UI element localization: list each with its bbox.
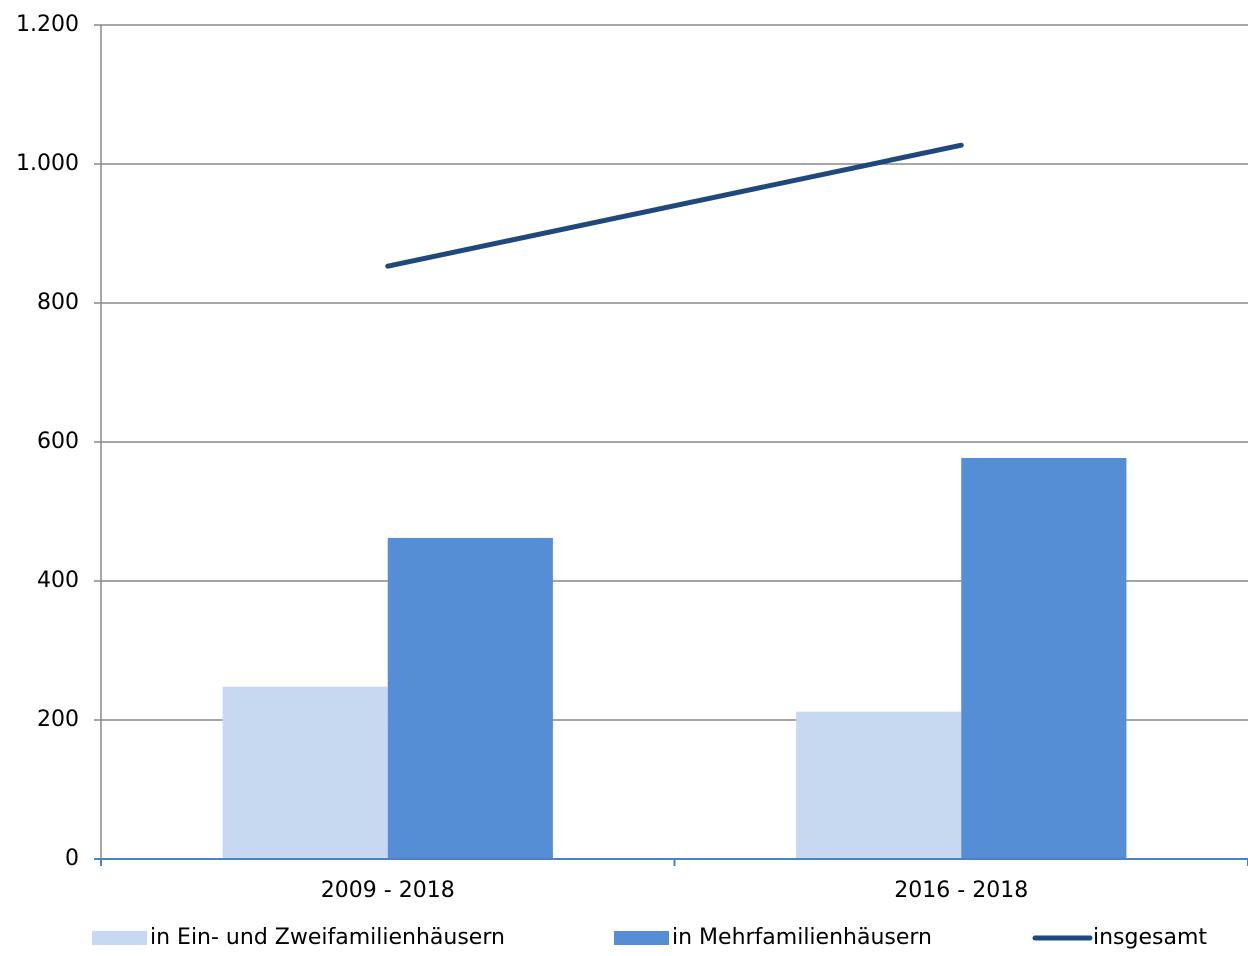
line	[385, 142, 964, 269]
y-tick-label: 600	[37, 429, 79, 454]
bar	[796, 711, 962, 859]
y-tick-label: 200	[37, 707, 79, 732]
y-tick-label: 1.200	[16, 12, 79, 37]
legend-swatch	[614, 931, 669, 945]
legend-swatch	[92, 931, 147, 945]
legend-label: in Ein- und Zweifamilienhäusern	[150, 925, 505, 950]
bar	[222, 686, 388, 859]
x-tick-label: 2016 - 2018	[894, 878, 1028, 903]
legend-label: insgesamt	[1093, 925, 1207, 950]
y-tick-label: 1.000	[16, 151, 79, 176]
y-tick-label: 400	[37, 568, 79, 593]
legend-label: in Mehrfamilienhäusern	[672, 925, 932, 950]
y-tick-label: 0	[65, 846, 79, 871]
x-tick-label: 2009 - 2018	[321, 878, 455, 903]
y-tick-label: 800	[37, 290, 79, 315]
bar	[387, 537, 553, 859]
bar	[961, 457, 1127, 859]
